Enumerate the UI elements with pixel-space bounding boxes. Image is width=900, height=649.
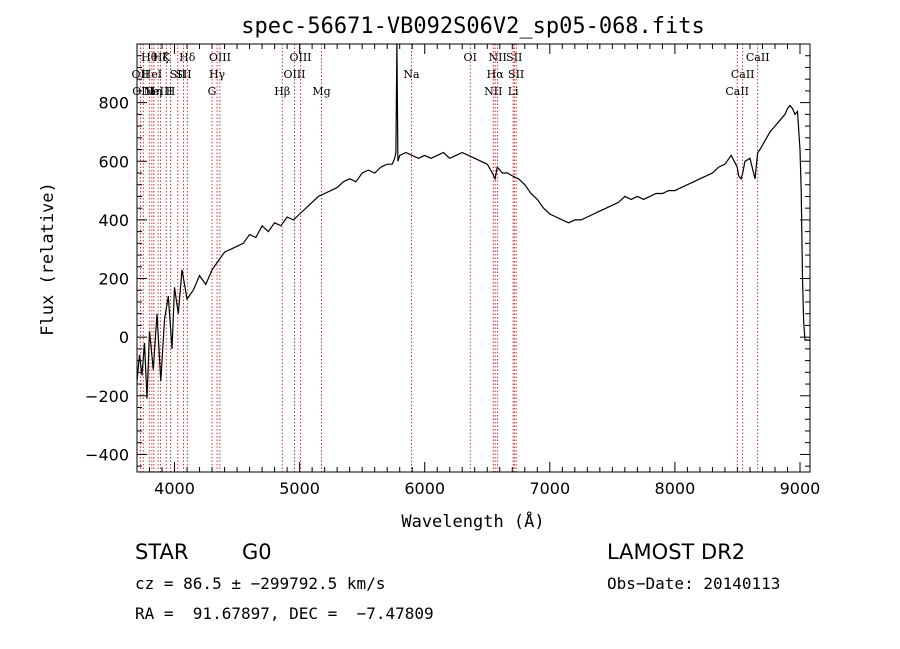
x-tick-label: 6000 (404, 479, 445, 498)
y-axis-ticks: −400 −200 0 200 400 600 800 (85, 55, 810, 467)
x-tick-label: 4000 (154, 479, 195, 498)
x-tick-label: 5000 (279, 479, 320, 498)
line-label: Hγ (209, 68, 226, 81)
y-tick-label: 400 (98, 211, 129, 230)
spectrum-line (136, 43, 810, 399)
line-label: SII (170, 68, 186, 81)
line-label: CaII (746, 51, 770, 64)
y-tick-label: −200 (85, 387, 129, 406)
survey-label: LAMOST DR2 (607, 540, 746, 564)
line-label: Hδ (179, 51, 196, 64)
y-tick-label: 600 (98, 152, 129, 171)
redshift-text: cz = 86.5 ± −299792.5 km/s (135, 574, 386, 593)
line-label: Hα (487, 68, 505, 81)
plot-frame (136, 43, 811, 473)
line-label: OIII (209, 51, 231, 64)
line-label: CaII (725, 85, 749, 98)
line-label: SII (175, 68, 191, 81)
line-label: Na (403, 68, 420, 81)
coordinates: RA = 91.67897, DEC = −7.47809 (135, 604, 434, 623)
object-class: STAR (135, 540, 189, 564)
line-label: HeI (142, 68, 162, 81)
line-label: OIII (283, 68, 305, 81)
x-axis-label: Wavelength (Å) (401, 510, 544, 532)
y-tick-label: −400 (85, 445, 129, 464)
y-tick-label: 200 (98, 270, 129, 289)
line-label: H (166, 85, 176, 98)
line-label: K (162, 51, 171, 64)
line-label: OIII (289, 51, 311, 64)
chart-title: spec-56671-VB092S06V2_sp05-068.fits (241, 14, 705, 39)
line-label: NII (484, 85, 502, 98)
x-axis-ticks: 4000 5000 6000 7000 8000 9000 (149, 44, 821, 498)
line-label: Hθ (141, 51, 158, 64)
line-label: OI (464, 51, 477, 64)
y-axis-label: Flux (relative) (38, 182, 58, 336)
line-label: Hβ (274, 85, 290, 98)
line-label: OIII (132, 85, 154, 98)
subclass: G0 (242, 540, 272, 564)
line-label: Hη (146, 85, 162, 98)
line-label: NeIII (144, 85, 173, 98)
line-label: Hζ (153, 51, 169, 64)
line-label: SII (506, 51, 522, 64)
emission-line-markers (139, 44, 759, 472)
x-tick-label: 9000 (780, 479, 821, 498)
x-tick-label: 8000 (655, 479, 696, 498)
obs-date: Obs−Date: 20140113 (607, 574, 781, 593)
line-label: Mg (312, 85, 330, 98)
line-label: SII (508, 68, 524, 81)
line-label: OII (132, 68, 150, 81)
line-label: NII (488, 51, 506, 64)
emission-line-labels: OIIOIIIHθHeIHηNeIIIHζKHSIISIIHδGHγOIIIHβ… (132, 51, 770, 98)
x-tick-label: 7000 (529, 479, 570, 498)
line-label: CaII (731, 68, 755, 81)
y-tick-label: 0 (119, 328, 129, 347)
line-label: Li (508, 85, 519, 98)
y-tick-label: 800 (98, 94, 129, 113)
line-label: G (208, 85, 217, 98)
